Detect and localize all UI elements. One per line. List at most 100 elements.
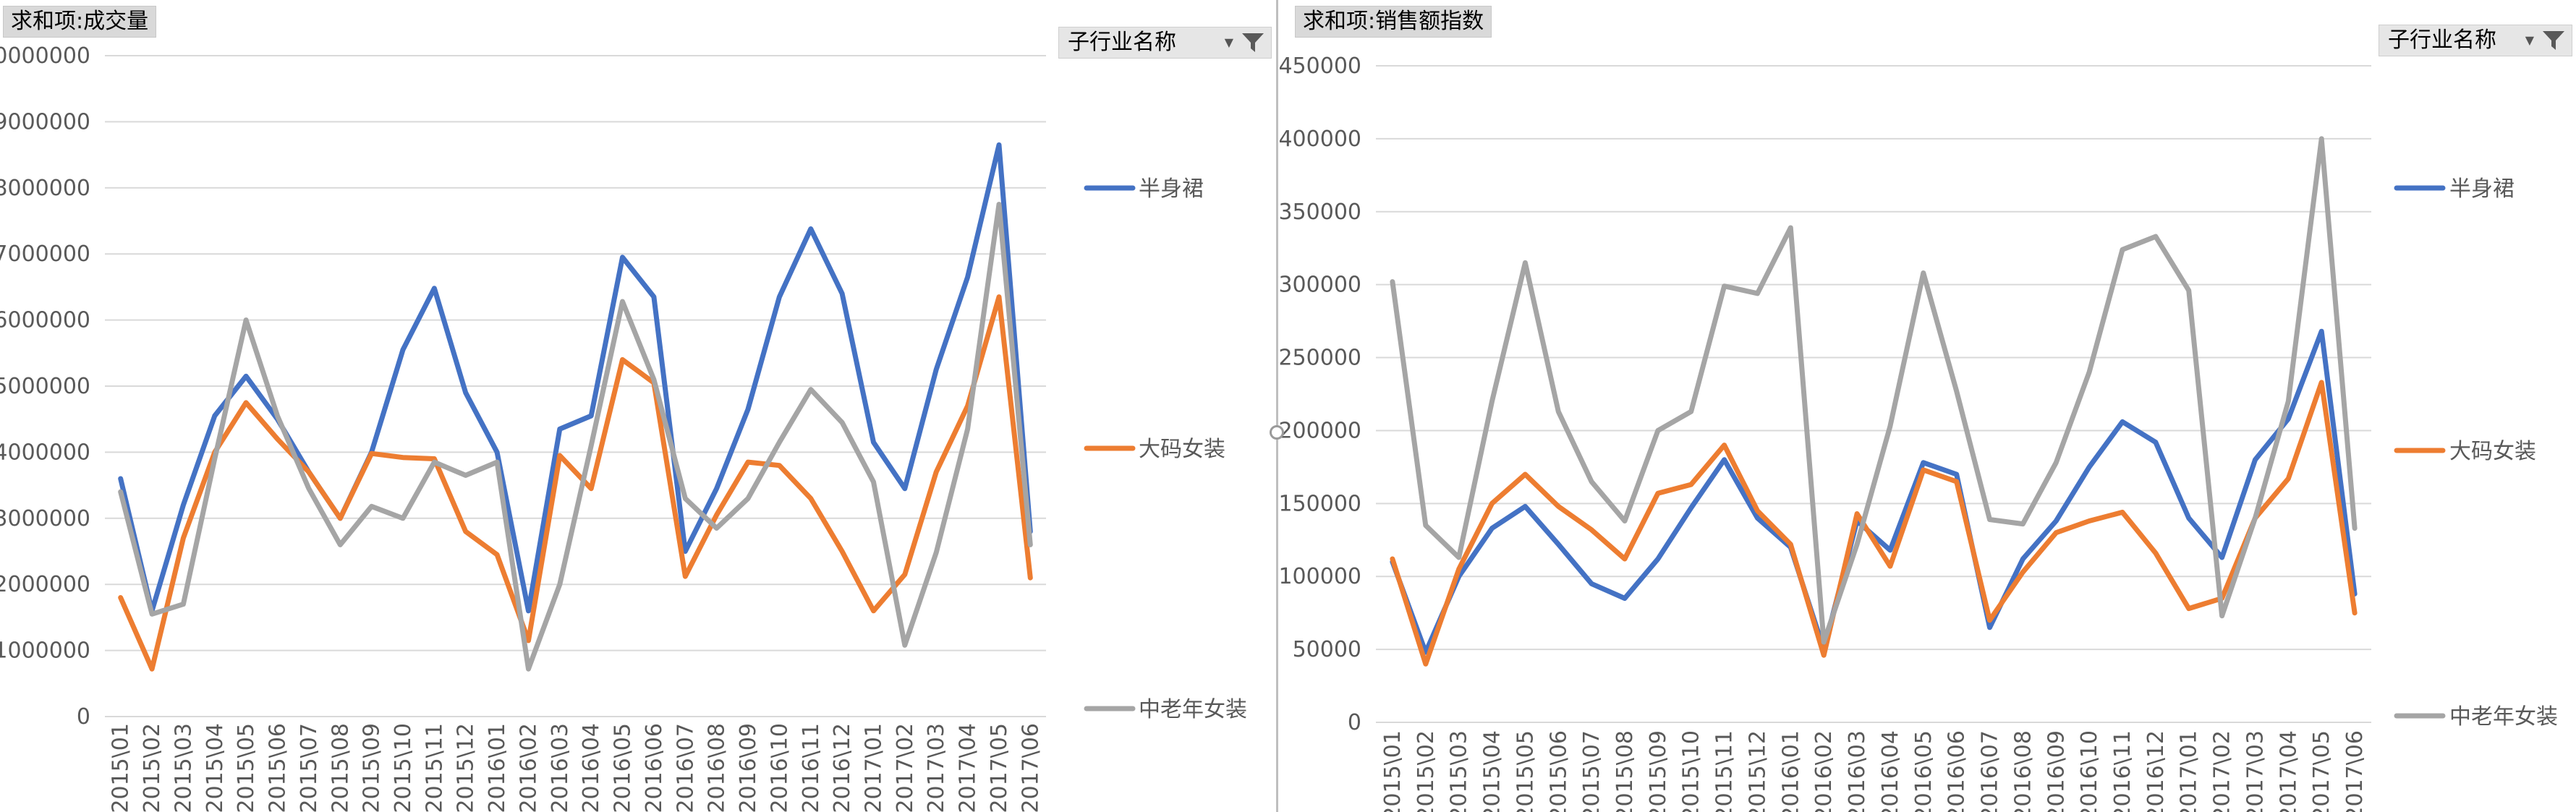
y-tick-label: 150000	[1278, 491, 1361, 516]
y-tick-label: 10000000	[0, 43, 90, 69]
x-tick-label: 2015\06	[265, 723, 291, 812]
y-tick-label: 1000000	[0, 638, 90, 664]
x-tick-label: 2016\02	[1811, 730, 1837, 812]
x-tick-label: 2016\12	[2143, 730, 2169, 812]
y-tick-label: 0	[1348, 710, 1361, 735]
y-tick-label: 0	[77, 704, 90, 730]
x-tick-label: 2016\04	[579, 723, 604, 812]
chart-volume: 0 1000000 2000000 3000000 4000000 5000000 6000…	[0, 43, 1247, 812]
x-tick-label: 2017\01	[861, 723, 886, 812]
x-tick-label: 2015\10	[391, 723, 416, 812]
x-tick-label: 2015\06	[1546, 730, 1571, 812]
x-tick-label: 2015\01	[1380, 730, 1406, 812]
x-tick-label: 2017\02	[893, 723, 918, 812]
y-tick-label: 200000	[1278, 418, 1361, 443]
y-tick-label: 9000000	[0, 109, 90, 134]
x-tick-label: 2017\02	[2210, 730, 2235, 812]
x-tick-label: 2015\02	[1414, 730, 1439, 812]
x-tick-label: 2015\01	[109, 723, 134, 812]
x-tick-label: 2016\12	[830, 723, 855, 812]
x-tick-label: 2015\12	[1745, 730, 1770, 812]
x-tick-label: 2016\07	[673, 723, 698, 812]
x-tick-label: 2016\05	[611, 723, 636, 812]
x-tick-label: 2015\04	[1480, 730, 1505, 812]
panel-divider	[1276, 0, 1278, 812]
filter-button-label: 子行业名称	[2388, 27, 2496, 53]
x-tick-label: 2015\03	[171, 723, 196, 812]
y-tick-label: 8000000	[0, 176, 90, 201]
series-line-0	[118, 142, 1033, 614]
series-line-1	[1390, 380, 2358, 667]
legend-label: 大码女装	[2449, 439, 2536, 464]
filter-button-label: 子行业名称	[1068, 30, 1176, 55]
x-tick-label: 2016\05	[1911, 730, 1937, 812]
dropdown-arrow-icon: ▼	[2525, 33, 2534, 47]
field-button-label: 求和项:销售额指数	[1303, 9, 1484, 34]
x-tick-label: 2016\01	[485, 723, 510, 812]
x-tick-label: 2015\11	[422, 723, 447, 812]
x-tick-label: 2016\09	[736, 723, 761, 812]
x-tick-label: 2015\07	[297, 723, 322, 812]
x-tick-label: 2015\12	[454, 723, 479, 812]
y-tick-label: 100000	[1278, 564, 1361, 589]
legend-label: 半身裙	[2449, 176, 2515, 202]
filter-button-subindustry[interactable]: 子行业名称 ▼	[1058, 27, 1272, 59]
y-tick-label: 2000000	[0, 572, 90, 597]
x-tick-label: 2017\05	[2309, 730, 2334, 812]
x-tick-label: 2015\09	[360, 723, 385, 812]
x-tick-label: 2017\06	[1018, 723, 1043, 812]
y-tick-label: 4000000	[0, 440, 90, 465]
legend-label: 中老年女装	[1139, 697, 1247, 722]
x-tick-label: 2016\03	[548, 723, 573, 812]
x-tick-label: 2016\08	[2010, 730, 2036, 812]
x-tick-label: 2016\09	[2044, 730, 2069, 812]
field-button-sales-index[interactable]: 求和项:销售额指数	[1295, 6, 1492, 38]
chart-sales-index: 0 50000 100000 150000 200000 250000 300000 3500…	[1278, 54, 2558, 812]
x-tick-label: 2016\01	[1778, 730, 1803, 812]
legend-label: 半身裙	[1139, 176, 1204, 202]
x-tick-label: 2017\03	[924, 723, 949, 812]
x-tick-label: 2015\05	[1513, 730, 1538, 812]
legend-label: 大码女装	[1139, 437, 1225, 462]
x-tick-label: 2015\04	[203, 723, 228, 812]
x-tick-label: 2016\11	[799, 723, 824, 812]
x-tick-label: 2017\03	[2243, 730, 2268, 812]
y-tick-label: 5000000	[0, 374, 90, 399]
y-tick-label: 300000	[1278, 273, 1361, 298]
legend-label: 中老年女装	[2449, 704, 2558, 730]
field-button-volume[interactable]: 求和项:成交量	[3, 6, 157, 38]
x-tick-label: 2016\07	[1978, 730, 2003, 812]
x-tick-label: 2015\08	[328, 723, 353, 812]
y-tick-label: 50000	[1293, 637, 1361, 662]
y-tick-label: 350000	[1278, 200, 1361, 225]
x-tick-label: 2015\03	[1447, 730, 1472, 812]
x-tick-label: 2015\07	[1579, 730, 1604, 812]
filter-funnel-icon	[1242, 33, 1264, 52]
x-tick-label: 2017\06	[2342, 730, 2368, 812]
y-tick-label: 250000	[1278, 346, 1361, 371]
x-tick-label: 2016\04	[1878, 730, 1903, 812]
x-tick-label: 2017\05	[987, 723, 1012, 812]
x-tick-label: 2015\08	[1612, 730, 1638, 812]
y-tick-label: 450000	[1278, 54, 1361, 79]
x-tick-label: 2015\10	[1679, 730, 1704, 812]
dropdown-arrow-icon: ▼	[1224, 35, 1233, 49]
series-line-2	[118, 202, 1033, 672]
x-tick-label: 2015\02	[140, 723, 165, 812]
series-line-1	[118, 294, 1033, 672]
y-tick-label: 3000000	[0, 506, 90, 531]
y-tick-label: 400000	[1278, 127, 1361, 152]
x-tick-label: 2017\04	[2276, 730, 2301, 812]
x-tick-label: 2015\09	[1646, 730, 1671, 812]
x-tick-label: 2015\05	[234, 723, 259, 812]
x-tick-label: 2016\08	[705, 723, 730, 812]
x-tick-label: 2015\11	[1712, 730, 1738, 812]
x-tick-label: 2016\10	[767, 723, 792, 812]
field-button-label: 求和项:成交量	[11, 9, 149, 34]
resize-handle[interactable]	[1270, 425, 1284, 440]
filter-button-subindustry-right[interactable]: 子行业名称 ▼	[2379, 25, 2572, 56]
y-tick-label: 7000000	[0, 242, 90, 267]
series-line-2	[1390, 136, 2358, 645]
filter-funnel-icon	[2543, 31, 2564, 50]
